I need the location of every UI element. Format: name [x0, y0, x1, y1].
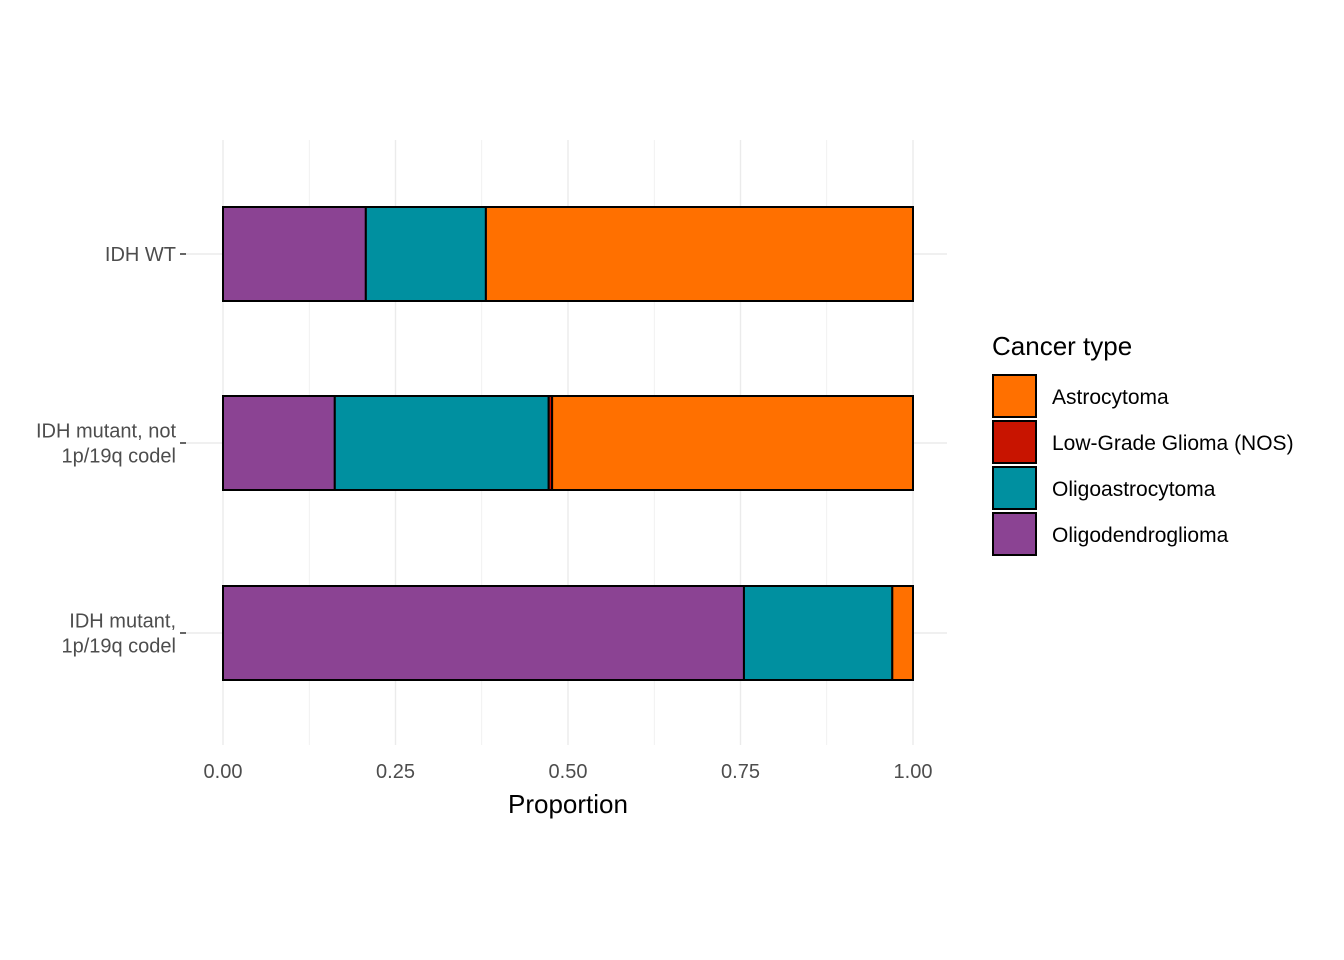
x-axis-title: Proportion: [508, 789, 628, 819]
bar-segment: [333, 395, 550, 491]
x-tick-label: 1.00: [894, 761, 933, 783]
bar-segment: [484, 206, 914, 302]
y-tick-label: IDH WT: [105, 244, 176, 266]
bar-segment: [551, 395, 914, 491]
legend-title: Cancer type: [992, 331, 1132, 361]
x-tick-label: 0.75: [721, 761, 760, 783]
legend-label: Oligodendroglioma: [1052, 524, 1229, 547]
bar-segment: [222, 395, 336, 491]
legend-label: Astrocytoma: [1052, 386, 1169, 409]
x-tick-label: 0.50: [549, 761, 588, 783]
legend-key: [992, 374, 1037, 418]
x-tick-label: 0.25: [376, 761, 415, 783]
legend-label: Low-Grade Glioma (NOS): [1052, 432, 1294, 455]
legend: Cancer type Astrocytoma Low-Grade Glioma …: [992, 331, 1294, 556]
bar-segment: [891, 585, 914, 681]
bars: [222, 206, 914, 681]
legend-key: [992, 466, 1037, 510]
legend-key: [992, 420, 1037, 464]
bar-segment: [222, 585, 745, 681]
legend-key: [992, 512, 1037, 556]
bar-segment: [742, 585, 894, 681]
x-tick-label: 0.00: [204, 761, 243, 783]
y-tick-label: IDH mutant, not 1p/19q codel: [36, 421, 177, 468]
y-axis: IDH mutant, 1p/19q codel IDH mutant, not 1p…: [36, 244, 186, 658]
bar-segment: [222, 206, 367, 302]
legend-label: Oligoastrocytoma: [1052, 478, 1216, 501]
x-axis: 0.00 0.25 0.50 0.75 1.00: [204, 761, 933, 783]
y-tick-label: IDH mutant, 1p/19q codel: [61, 611, 176, 658]
bar-segment: [364, 206, 487, 302]
